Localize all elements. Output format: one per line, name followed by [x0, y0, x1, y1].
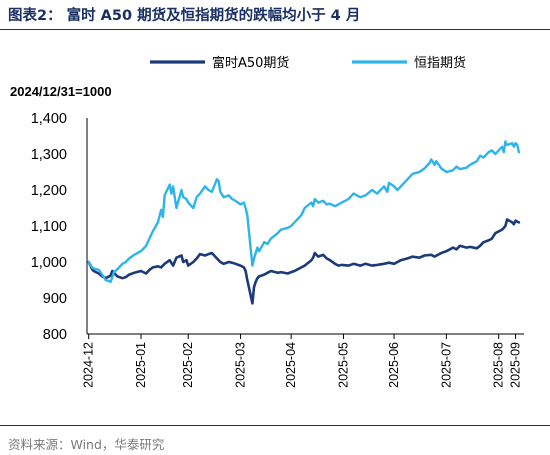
series-layer [87, 140, 521, 305]
series-line-a50 [87, 218, 521, 305]
line-chart: 富时A50期货 恒指期货 2024/12/31=1000 800 900 1,000… [10, 55, 524, 388]
x-tick-label: 2025-08 [492, 342, 506, 388]
series-line-hsi [87, 140, 521, 283]
y-tick-label: 900 [43, 291, 67, 307]
x-tick-label: 2025-02 [181, 342, 195, 388]
axes [86, 118, 524, 335]
x-tick-label: 2025-05 [336, 342, 350, 388]
x-tick-label: 2025-03 [234, 342, 248, 388]
legend: 富时A50期货 恒指期货 [150, 55, 466, 71]
y-tick-label: 1,100 [31, 219, 67, 235]
source-note: 资料来源：Wind，华泰研究 [8, 437, 165, 452]
y-axis-ticks: 800 900 1,000 1,100 1,200 1,300 1,400 [31, 111, 67, 343]
x-tick-label: 2025-07 [439, 342, 453, 388]
y-tick-label: 800 [43, 327, 67, 343]
x-tick-label: 2025-04 [284, 342, 298, 388]
x-tick-label: 2025-01 [134, 342, 148, 388]
y-tick-label: 1,300 [31, 147, 67, 163]
figure-title: 图表2： 富时 A50 期货及恒指期货的跌幅均小于 4 月 [8, 8, 361, 24]
x-tick-label: 2025-09 [509, 342, 523, 388]
y-tick-label: 1,400 [31, 111, 67, 127]
index-base-note: 2024/12/31=1000 [10, 84, 112, 99]
x-tick-label: 2024-12 [82, 342, 96, 388]
x-tick-label: 2025-06 [387, 342, 401, 388]
source-bar: 资料来源：Wind，华泰研究 [0, 425, 550, 455]
figure-title-bar: 图表2： 富时 A50 期货及恒指期货的跌幅均小于 4 月 [0, 0, 550, 30]
legend-label-a50: 富时A50期货 [212, 55, 289, 71]
y-tick-label: 1,000 [31, 255, 67, 271]
legend-label-hsi: 恒指期货 [414, 55, 466, 71]
y-tick-label: 1,200 [31, 183, 67, 199]
x-axis-ticks: 2024-12 2025-01 2025-02 2025-03 2025-04 2025-… [82, 334, 523, 388]
